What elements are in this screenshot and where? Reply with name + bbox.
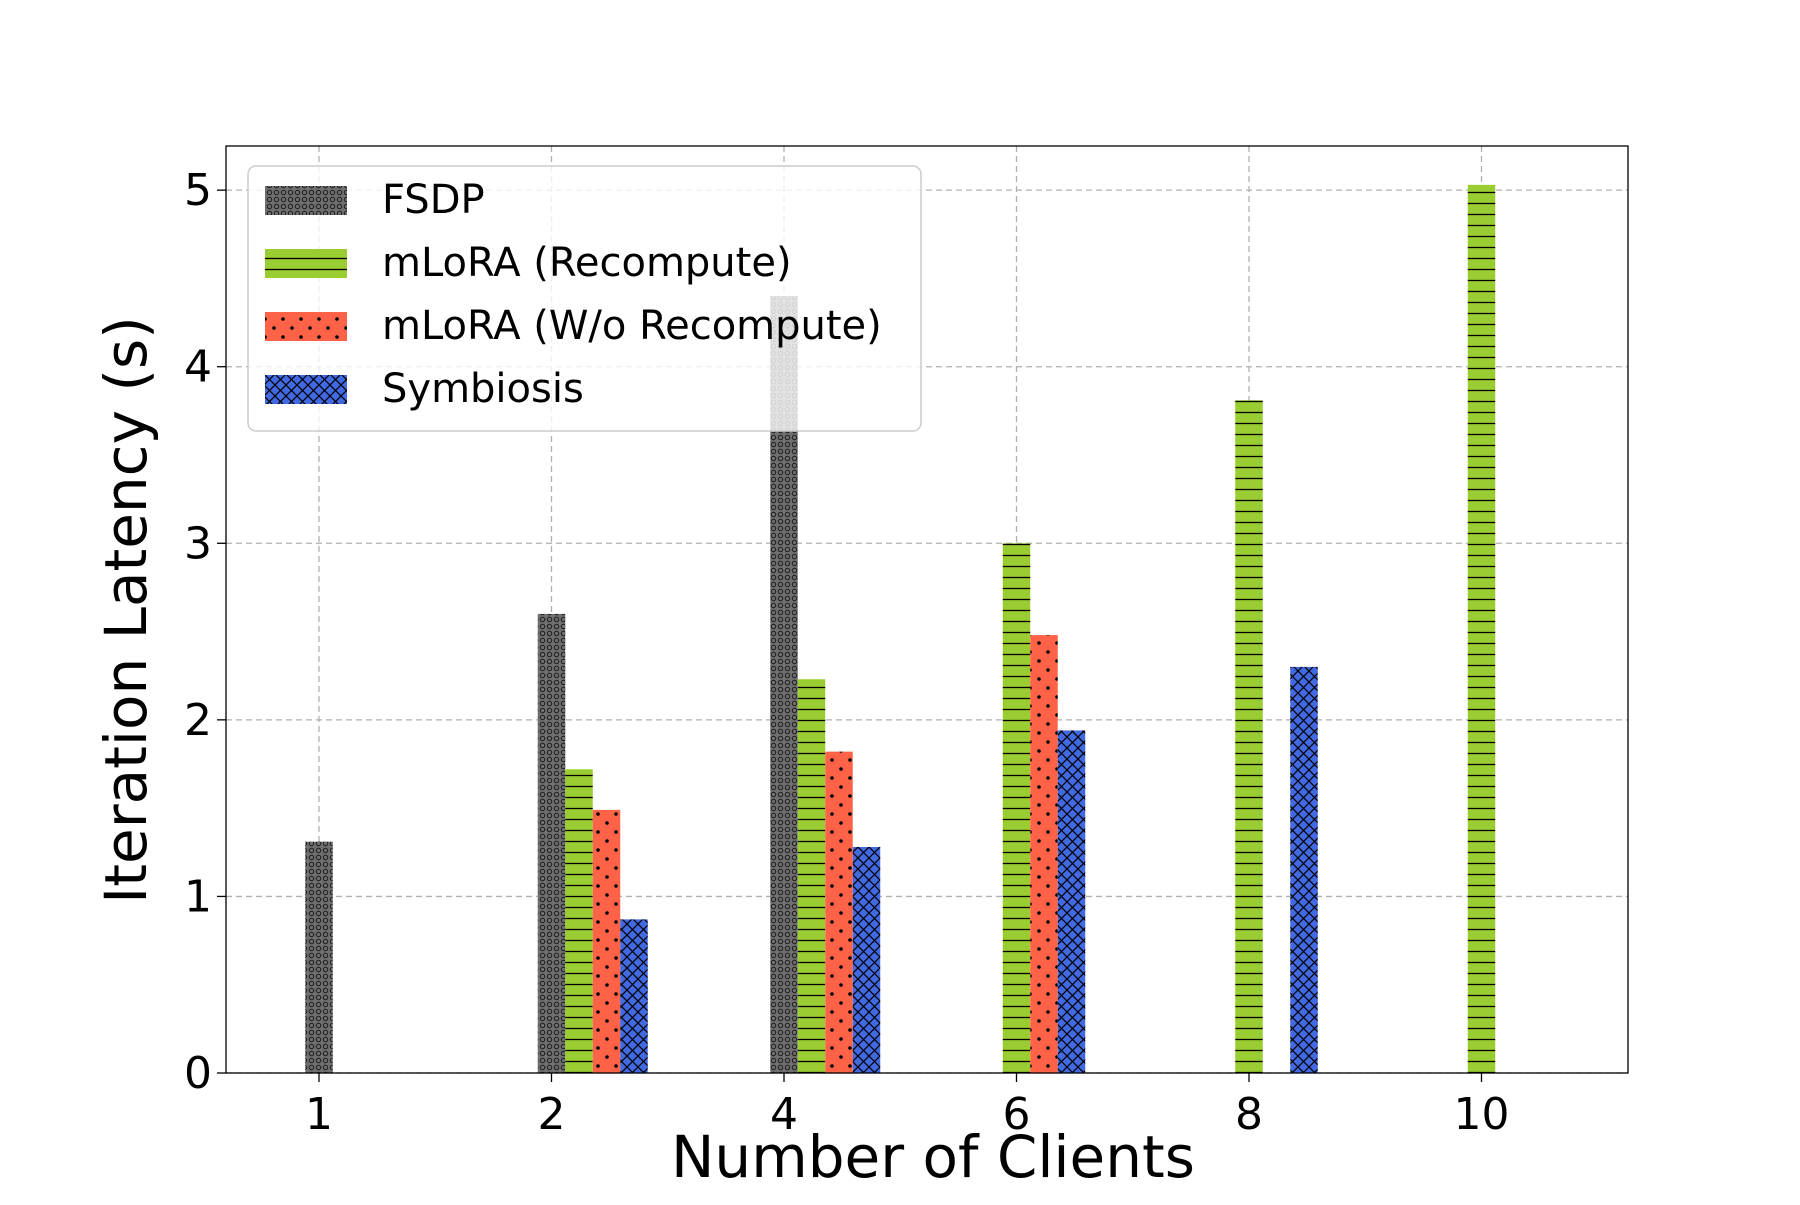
y-tick-label: 2 (184, 695, 212, 746)
x-tick-label: 2 (538, 1089, 566, 1140)
bar-mlora-recompute-10 (1467, 184, 1496, 1074)
bar-fsdp-2 (537, 613, 566, 1073)
y-tick-label: 3 (184, 518, 212, 569)
bar-symbiosis-4 (852, 846, 881, 1073)
bar-mlora-recompute-8 (1235, 400, 1263, 1074)
legend: FSDP mLoRA (Recompute) mLoRA (W/o Recomput… (247, 165, 922, 432)
legend-swatch (265, 312, 347, 341)
legend-swatch (265, 249, 347, 278)
bar-mlora-w-o-recompute-4 (825, 751, 853, 1073)
bar-mlora-recompute-2 (565, 769, 593, 1073)
legend-label: mLoRA (W/o Recompute) (382, 303, 882, 349)
bar-mlora-w-o-recompute-6 (1030, 635, 1058, 1073)
x-axis-label: Number of Clients (671, 1123, 1195, 1191)
bar-symbiosis-2 (620, 919, 648, 1073)
x-tick-label: 6 (1003, 1089, 1031, 1140)
legend-label: Symbiosis (382, 366, 584, 412)
legend-label: FSDP (382, 177, 485, 223)
legend-box (247, 165, 922, 432)
bar-fsdp-1 (305, 841, 333, 1073)
x-tick-label: 8 (1235, 1089, 1263, 1140)
bar-mlora-recompute-4 (797, 679, 826, 1073)
y-tick-label: 4 (184, 342, 212, 393)
x-tick-label: 10 (1454, 1089, 1510, 1140)
bar-mlora-recompute-6 (1002, 543, 1031, 1073)
axis-ticks: 0 1 2 3 4 5 1 2 4 6 8 10 (184, 165, 1510, 1140)
legend-swatch (265, 375, 347, 404)
y-tick-label: 0 (184, 1048, 212, 1099)
legend-label: mLoRA (Recompute) (382, 240, 792, 286)
bar-symbiosis-8 (1290, 666, 1318, 1073)
y-axis-label: Iteration Latency (s) (92, 316, 160, 904)
legend-swatch (265, 186, 347, 215)
y-tick-label: 5 (184, 165, 212, 216)
y-tick-label: 1 (184, 871, 212, 922)
bar-symbiosis-6 (1057, 730, 1086, 1073)
bar-mlora-w-o-recompute-2 (592, 809, 621, 1073)
plot-frame (225, 145, 1629, 1074)
x-tick-label: 1 (305, 1089, 333, 1140)
x-tick-label: 4 (770, 1089, 798, 1140)
bars (305, 184, 1496, 1074)
